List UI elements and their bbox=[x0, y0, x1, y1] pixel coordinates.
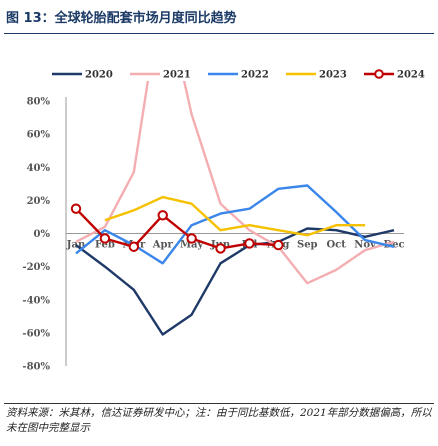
series-2020 bbox=[75, 227, 395, 336]
data-point bbox=[99, 233, 111, 244]
series-line bbox=[104, 195, 366, 237]
y-tick-label: 80% bbox=[27, 97, 51, 108]
x-tick-label: Nov bbox=[354, 240, 377, 251]
y-axis-ticks: 80% 60% 40% 20% 0% -20% -40% -60% -80% bbox=[22, 97, 50, 373]
source-note: 资料来源：米其林，信达证券研发中心；注：由于同比基数低，2021年部分数据偏高，… bbox=[6, 407, 432, 434]
y-tick-label: 0% bbox=[34, 229, 51, 240]
series-line bbox=[75, 227, 395, 336]
legend-marker bbox=[374, 69, 384, 79]
data-point bbox=[186, 233, 197, 244]
data-point bbox=[70, 203, 82, 214]
data-point bbox=[244, 238, 255, 249]
title-divider bbox=[4, 33, 434, 34]
y-tick-label: -20% bbox=[22, 262, 50, 273]
legend-label: 2020 bbox=[85, 70, 113, 81]
y-tick-label: 20% bbox=[27, 196, 51, 207]
x-tick-label: Oct bbox=[326, 240, 346, 251]
legend-item-2021: 2021 bbox=[130, 70, 191, 81]
y-tick-label: 60% bbox=[27, 130, 51, 141]
line-chart: 2020 2021 2022 2023 2024 80% 60% 40% 20% 0% -20% -… bbox=[22, 69, 425, 373]
y-tick-label: -40% bbox=[22, 295, 50, 306]
legend-label: 2023 bbox=[319, 70, 347, 81]
x-tick-label: Feb bbox=[95, 240, 115, 251]
series-layer bbox=[70, 81, 395, 336]
series-2024 bbox=[70, 203, 284, 254]
legend-label: 2022 bbox=[241, 70, 269, 81]
data-point bbox=[157, 210, 168, 221]
series-2021 bbox=[75, 81, 395, 285]
series-2022 bbox=[75, 184, 395, 265]
legend-label: 2021 bbox=[163, 70, 191, 81]
y-tick-label: 40% bbox=[27, 163, 51, 174]
legend-label: 2024 bbox=[397, 70, 425, 81]
figure-title: 图 13：全球轮胎配套市场月度同比趋势 bbox=[6, 11, 237, 26]
x-tick-label: May bbox=[180, 240, 205, 251]
series-2023 bbox=[104, 195, 366, 237]
x-tick-label: Jan bbox=[66, 240, 86, 251]
x-tick-label: Sep bbox=[297, 240, 318, 251]
x-tick-label: Apr bbox=[152, 240, 174, 251]
series-line bbox=[75, 184, 395, 265]
x-tick-label: Dec bbox=[383, 240, 404, 251]
legend-item-2022: 2022 bbox=[208, 70, 269, 81]
data-point bbox=[273, 239, 284, 251]
legend-item-2024: 2024 bbox=[364, 69, 425, 81]
data-point bbox=[215, 243, 226, 254]
chart-legend: 2020 2021 2022 2023 2024 bbox=[52, 69, 425, 81]
legend-item-2023: 2023 bbox=[286, 70, 347, 81]
y-tick-label: -80% bbox=[22, 362, 50, 373]
legend-item-2020: 2020 bbox=[52, 70, 113, 81]
source-divider bbox=[4, 403, 434, 404]
data-point bbox=[128, 241, 140, 252]
y-tick-label: -60% bbox=[22, 328, 50, 339]
series-line bbox=[75, 81, 395, 285]
